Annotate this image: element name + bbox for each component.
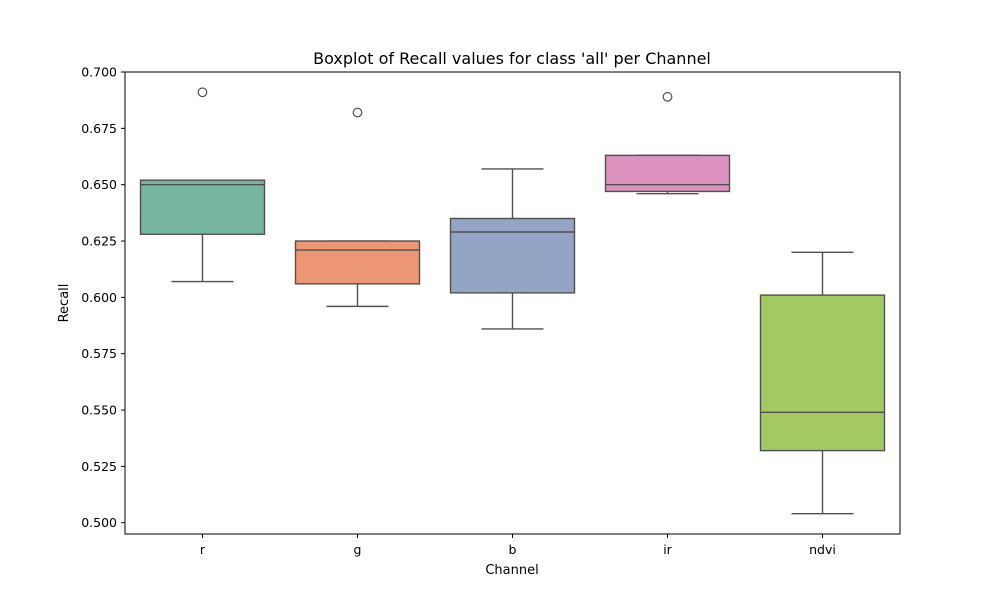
plot-area: 0.500 0.525 0.550 0.575 0.600 0.625 0.650 0.675… — [81, 65, 901, 557]
y-tick-label-0.575: 0.575 — [81, 346, 117, 361]
y-tick-label-0.700: 0.700 — [81, 65, 117, 80]
y-tick-label-0.650: 0.650 — [81, 177, 117, 192]
x-tick-label-ndvi: ndvi — [809, 542, 836, 557]
chart-title: Boxplot of Recall values for class 'all'… — [313, 49, 711, 68]
x-axis-label: Channel — [485, 563, 538, 578]
outlier-g-0 — [352, 107, 363, 118]
box-r — [139, 179, 266, 235]
y-tick-label-0.625: 0.625 — [81, 234, 117, 249]
y-axis-label: Recall — [57, 284, 72, 323]
x-tick-label-b: b — [509, 542, 517, 557]
outlier-r-0 — [197, 87, 208, 98]
y-tick-label-0.500: 0.500 — [81, 515, 117, 530]
box-g — [294, 240, 421, 285]
y-tick-label-0.600: 0.600 — [81, 290, 117, 305]
y-tick-label-0.525: 0.525 — [81, 459, 117, 474]
x-tick-label-g: g — [354, 542, 362, 557]
x-tick-label-ir: ir — [663, 542, 672, 557]
y-tick-label-0.675: 0.675 — [81, 121, 117, 136]
x-tick-label-r: r — [200, 542, 206, 557]
box-ndvi — [759, 294, 886, 452]
y-tick-label-0.550: 0.550 — [81, 403, 117, 418]
outlier-ir-0 — [662, 91, 673, 102]
box-b — [449, 217, 576, 294]
box-ir — [604, 154, 731, 193]
